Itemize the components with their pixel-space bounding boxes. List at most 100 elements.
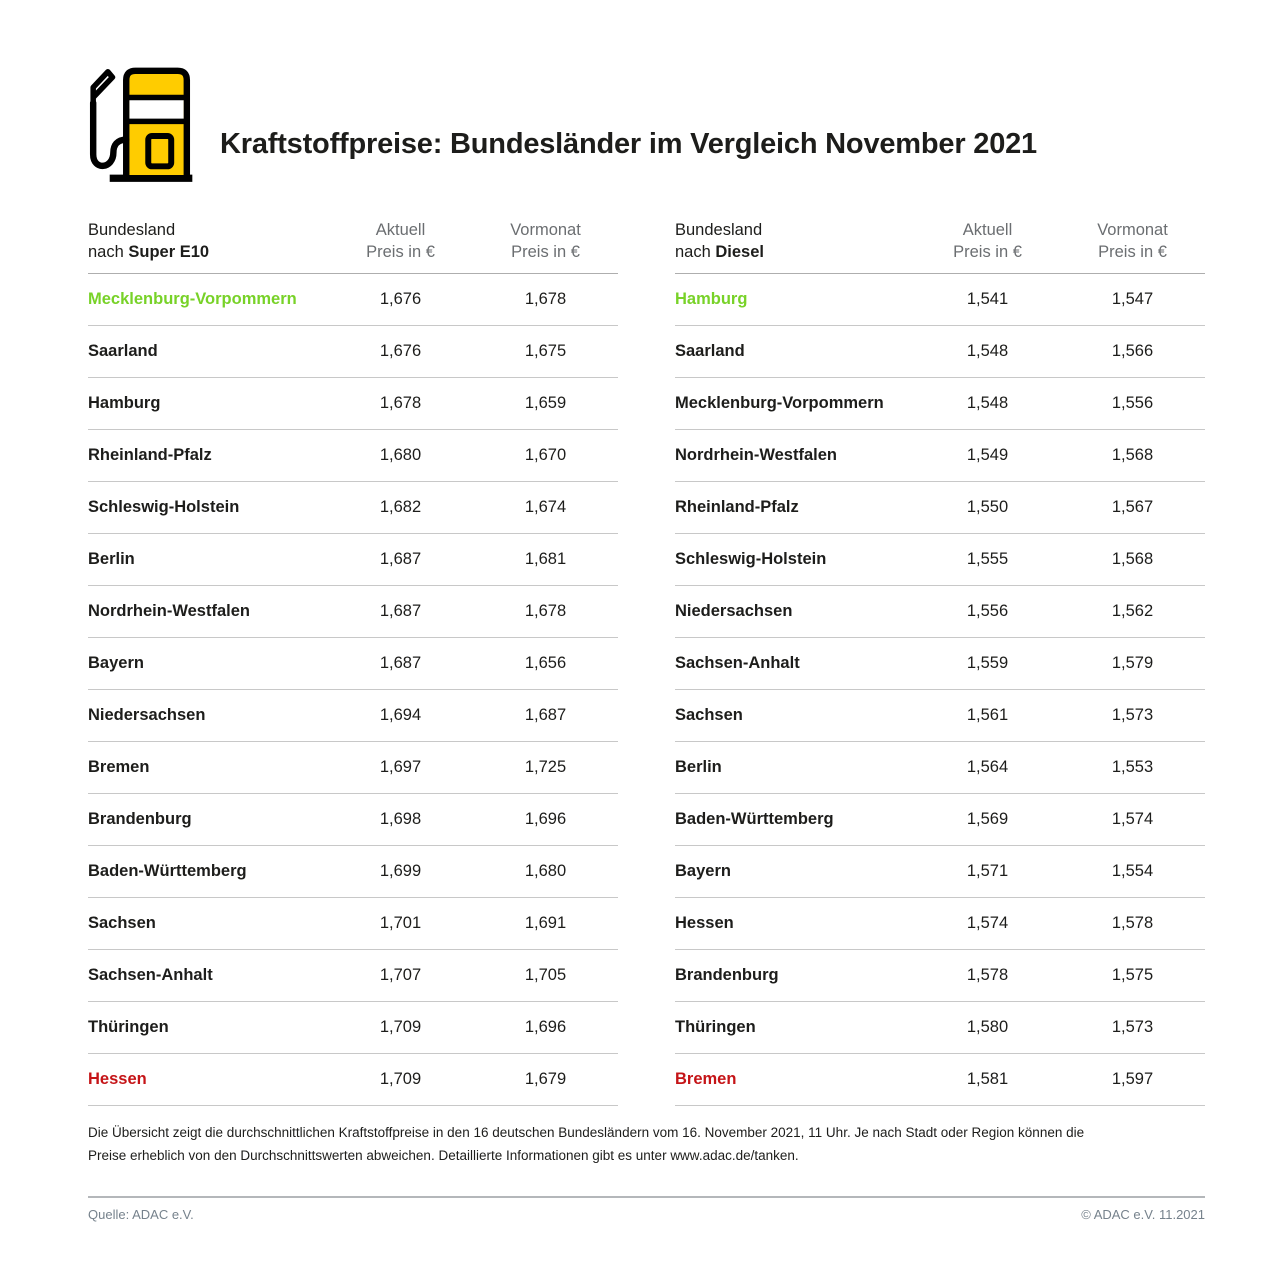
table-row: Nordrhein-Westfalen 1,549 1,568 (675, 430, 1205, 482)
previous-price: 1,678 (524, 602, 567, 620)
previous-price: 1,568 (1111, 550, 1154, 568)
table-row: Sachsen-Anhalt 1,707 1,705 (88, 950, 618, 1002)
previous-price: 1,567 (1111, 498, 1154, 516)
current-price: 1,541 (966, 290, 1009, 308)
footnote: Die Übersicht zeigt die durchschnittlich… (88, 1125, 1085, 1163)
state-name: Baden-Württemberg (675, 810, 834, 828)
table-row: Bremen 1,581 1,597 (675, 1054, 1205, 1106)
column-header-vormonat: Vormonat Preis in € (1097, 221, 1168, 261)
fuel-type-label: Diesel (715, 243, 764, 261)
state-name: Niedersachsen (675, 602, 793, 620)
current-price: 1,709 (379, 1070, 422, 1088)
table-row: Saarland 1,676 1,675 (88, 326, 618, 378)
current-price: 1,699 (379, 862, 422, 880)
table-row: Mecklenburg-Vorpommern 1,676 1,678 (88, 274, 618, 326)
previous-price: 1,674 (524, 498, 567, 516)
current-price: 1,549 (966, 446, 1009, 464)
state-name: Rheinland-Pfalz (88, 446, 212, 464)
table-row: Nordrhein-Westfalen 1,687 1,678 (88, 586, 618, 638)
previous-price: 1,687 (524, 706, 567, 724)
table-row: Hamburg 1,678 1,659 (88, 378, 618, 430)
column-header-bundesland: Bundesland nach Super E10 (88, 219, 328, 263)
table-row: Baden-Württemberg 1,699 1,680 (88, 846, 618, 898)
previous-price: 1,678 (524, 290, 567, 308)
previous-price: 1,553 (1111, 758, 1154, 776)
previous-price: 1,579 (1111, 654, 1154, 672)
table-row: Sachsen 1,701 1,691 (88, 898, 618, 950)
previous-price: 1,597 (1111, 1070, 1154, 1088)
state-name: Rheinland-Pfalz (675, 498, 799, 516)
previous-price: 1,675 (524, 342, 567, 360)
previous-price: 1,656 (524, 654, 567, 672)
infographic-page: Kraftstoffpreise: Bundesländer im Vergle… (0, 0, 1280, 1222)
previous-price: 1,573 (1111, 1018, 1154, 1036)
previous-price: 1,566 (1111, 342, 1154, 360)
current-price: 1,698 (379, 810, 422, 828)
state-name: Berlin (88, 550, 135, 568)
current-price: 1,548 (966, 342, 1009, 360)
current-price: 1,555 (966, 550, 1009, 568)
state-name: Hessen (675, 914, 734, 932)
state-name: Hessen (88, 1070, 147, 1088)
state-name: Mecklenburg-Vorpommern (675, 394, 884, 412)
fuel-pump-icon (84, 64, 196, 191)
current-price: 1,559 (966, 654, 1009, 672)
table-row: Hessen 1,574 1,578 (675, 898, 1205, 950)
state-name: Thüringen (88, 1018, 169, 1036)
previous-price: 1,568 (1111, 446, 1154, 464)
previous-price: 1,681 (524, 550, 567, 568)
bottom-bar: Quelle: ADAC e.V. © ADAC e.V. 11.2021 (88, 1196, 1205, 1222)
previous-price: 1,578 (1111, 914, 1154, 932)
previous-price: 1,573 (1111, 706, 1154, 724)
current-price: 1,687 (379, 654, 422, 672)
column-header-line2: nach Diesel (675, 243, 764, 261)
current-price: 1,581 (966, 1070, 1009, 1088)
current-price: 1,561 (966, 706, 1009, 724)
current-price: 1,701 (379, 914, 422, 932)
page-title: Kraftstoffpreise: Bundesländer im Vergle… (220, 128, 1037, 160)
current-price: 1,709 (379, 1018, 422, 1036)
state-name: Mecklenburg-Vorpommern (88, 290, 297, 308)
current-price: 1,580 (966, 1018, 1009, 1036)
copyright-label: © ADAC e.V. 11.2021 (1081, 1207, 1205, 1222)
table-body: Hamburg 1,541 1,547 Saarland 1,548 1,566 Meckl… (675, 274, 1205, 1106)
column-header-bundesland: Bundesland nach Diesel (675, 219, 915, 263)
previous-price: 1,725 (524, 758, 567, 776)
table-header: Bundesland nach Diesel Aktuell Preis in … (675, 219, 1205, 274)
state-name: Brandenburg (88, 810, 192, 828)
previous-price: 1,554 (1111, 862, 1154, 880)
previous-price: 1,679 (524, 1070, 567, 1088)
current-price: 1,578 (966, 966, 1009, 984)
current-price: 1,676 (379, 342, 422, 360)
state-name: Sachsen-Anhalt (675, 654, 800, 672)
state-name: Nordrhein-Westfalen (675, 446, 837, 464)
table-row: Niedersachsen 1,694 1,687 (88, 690, 618, 742)
table-header: Bundesland nach Super E10 Aktuell Preis … (88, 219, 618, 274)
table-super-e10: Bundesland nach Super E10 Aktuell Preis … (88, 219, 618, 1106)
table-row: Rheinland-Pfalz 1,550 1,567 (675, 482, 1205, 534)
state-name: Niedersachsen (88, 706, 206, 724)
state-name: Schleswig-Holstein (675, 550, 827, 568)
masthead: Kraftstoffpreise: Bundesländer im Vergle… (0, 0, 1280, 191)
state-name: Bremen (88, 758, 150, 776)
previous-price: 1,556 (1111, 394, 1154, 412)
table-row: Hessen 1,709 1,679 (88, 1054, 618, 1106)
column-header-vormonat: Vormonat Preis in € (510, 221, 581, 261)
state-name: Saarland (675, 342, 745, 360)
state-name: Berlin (675, 758, 722, 776)
fuel-type-label: Super E10 (128, 243, 210, 261)
tables-area: Bundesland nach Super E10 Aktuell Preis … (88, 219, 1205, 1106)
previous-price: 1,696 (524, 1018, 567, 1036)
table-row: Bayern 1,687 1,656 (88, 638, 618, 690)
previous-price: 1,562 (1111, 602, 1154, 620)
state-name: Sachsen (88, 914, 156, 932)
table-row: Bremen 1,697 1,725 (88, 742, 618, 794)
previous-price: 1,696 (524, 810, 567, 828)
table-row: Schleswig-Holstein 1,682 1,674 (88, 482, 618, 534)
state-name: Hamburg (675, 290, 748, 308)
previous-price: 1,659 (524, 394, 567, 412)
table-row: Berlin 1,564 1,553 (675, 742, 1205, 794)
previous-price: 1,670 (524, 446, 567, 464)
table-row: Baden-Württemberg 1,569 1,574 (675, 794, 1205, 846)
state-name: Bayern (675, 862, 731, 880)
